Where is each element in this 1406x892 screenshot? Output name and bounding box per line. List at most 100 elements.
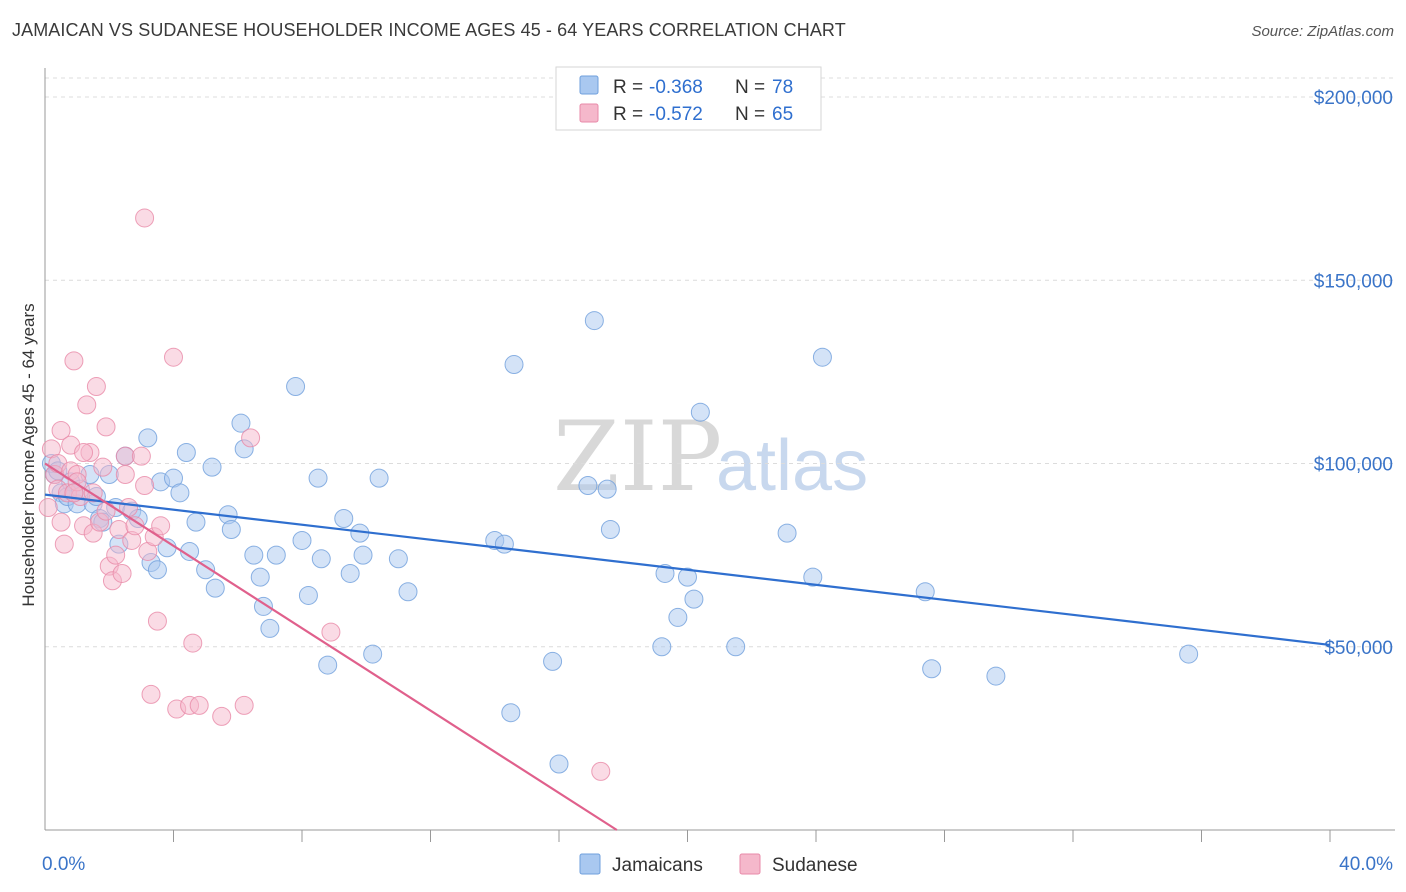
legend-r-label-2: R =	[613, 104, 643, 125]
source-credit: Source: ZipAtlas.com	[1251, 23, 1394, 40]
trend-line-jamaicans	[44, 493, 1331, 647]
point-jamaicans	[584, 311, 604, 331]
point-jamaicans	[311, 549, 331, 569]
series-legend: Jamaicans Sudanese	[579, 853, 858, 876]
point-jamaicans	[1179, 644, 1199, 664]
point-jamaicans	[600, 519, 620, 539]
trend-lines	[44, 462, 1331, 831]
watermark: ZIP atlas	[553, 401, 868, 513]
trend-line-sudanese	[44, 462, 618, 831]
point-sudanese	[241, 428, 261, 448]
point-sudanese	[38, 497, 58, 517]
point-sudanese	[234, 695, 254, 715]
point-jamaicans	[308, 468, 328, 488]
point-jamaicans	[655, 563, 675, 583]
x-tick-labels: 0.0% 40.0%	[42, 854, 1393, 875]
point-jamaicans	[138, 428, 158, 448]
legend-n-value-2: 65	[772, 104, 793, 125]
point-sudanese	[86, 377, 106, 397]
point-sudanese	[141, 684, 161, 704]
point-sudanese	[115, 446, 135, 466]
point-jamaicans	[292, 530, 312, 550]
point-jamaicans	[363, 644, 383, 664]
point-jamaicans	[986, 666, 1006, 686]
point-jamaicans	[690, 402, 710, 422]
point-jamaicans	[250, 567, 270, 587]
point-jamaicans	[578, 475, 598, 495]
point-jamaicans	[549, 754, 569, 774]
chart-title: JAMAICAN VS SUDANESE HOUSEHOLDER INCOME …	[12, 20, 846, 40]
point-jamaicans	[340, 563, 360, 583]
point-sudanese	[591, 761, 611, 781]
watermark-atlas: atlas	[716, 426, 868, 506]
point-sudanese	[131, 446, 151, 466]
point-jamaicans	[504, 355, 524, 375]
point-sudanese	[93, 457, 113, 477]
point-jamaicans	[922, 659, 942, 679]
point-jamaicans	[494, 534, 514, 554]
point-jamaicans	[221, 519, 241, 539]
point-sudanese	[183, 633, 203, 653]
point-sudanese	[96, 417, 116, 437]
point-jamaicans	[353, 545, 373, 565]
series-legend-label-jamaicans: Jamaicans	[612, 855, 703, 876]
point-sudanese	[51, 512, 71, 532]
point-jamaicans	[334, 508, 354, 528]
legend-n-label-2: N =	[735, 104, 765, 125]
point-jamaicans	[543, 651, 563, 671]
point-jamaicans	[684, 589, 704, 609]
point-jamaicans	[196, 560, 216, 580]
x-tick-label: 0.0%	[42, 854, 85, 875]
legend-n-value-1: 78	[772, 77, 793, 98]
point-jamaicans	[170, 483, 190, 503]
y-tick-label: $200,000	[1314, 88, 1393, 109]
point-sudanese	[147, 611, 167, 631]
y-tick-label: $50,000	[1324, 638, 1393, 659]
point-jamaicans	[176, 443, 196, 463]
point-jamaicans	[597, 479, 617, 499]
point-sudanese	[77, 395, 97, 415]
legend-box	[555, 66, 822, 131]
y-axis-label: Householder Income Ages 45 - 64 years	[19, 303, 38, 606]
point-jamaicans	[369, 468, 389, 488]
point-sudanese	[54, 534, 74, 554]
point-sudanese	[115, 464, 135, 484]
point-sudanese	[135, 208, 155, 228]
point-jamaicans	[147, 560, 167, 580]
correlation-legend: R = -0.368 N = 78 R = -0.572 N = 65	[555, 66, 822, 131]
point-jamaicans	[244, 545, 264, 565]
y-tick-labels: $50,000 $100,000 $150,000 $200,000	[1314, 88, 1393, 659]
point-sudanese	[96, 501, 116, 521]
point-sudanese	[151, 516, 171, 536]
y-tick-label: $100,000	[1314, 455, 1393, 476]
point-jamaicans	[398, 582, 418, 602]
legend-r-value-1: -0.368	[649, 77, 703, 98]
point-jamaicans	[266, 545, 286, 565]
point-sudanese	[212, 706, 232, 726]
series-legend-swatch-sudanese	[739, 853, 761, 875]
legend-r-label-1: R =	[613, 77, 643, 98]
point-sudanese	[64, 351, 84, 371]
point-sudanese	[74, 443, 94, 463]
point-jamaicans	[678, 567, 697, 587]
point-sudanese	[189, 695, 209, 715]
watermark-zip: ZIP	[553, 401, 722, 513]
point-jamaicans	[253, 596, 273, 616]
legend-swatch-sudanese	[579, 103, 599, 123]
series-legend-swatch-jamaicans	[579, 853, 601, 875]
point-jamaicans	[286, 377, 306, 397]
point-sudanese	[164, 347, 183, 367]
point-jamaicans	[260, 618, 280, 638]
y-tick-label: $150,000	[1314, 271, 1393, 292]
point-sudanese	[135, 475, 155, 495]
point-jamaicans	[777, 523, 797, 543]
point-sudanese	[51, 421, 71, 441]
point-jamaicans	[652, 637, 672, 657]
point-jamaicans	[202, 457, 222, 477]
point-jamaicans	[231, 413, 251, 433]
point-jamaicans	[803, 567, 823, 587]
point-sudanese	[112, 563, 132, 583]
point-jamaicans	[726, 637, 746, 657]
point-jamaicans	[388, 549, 408, 569]
